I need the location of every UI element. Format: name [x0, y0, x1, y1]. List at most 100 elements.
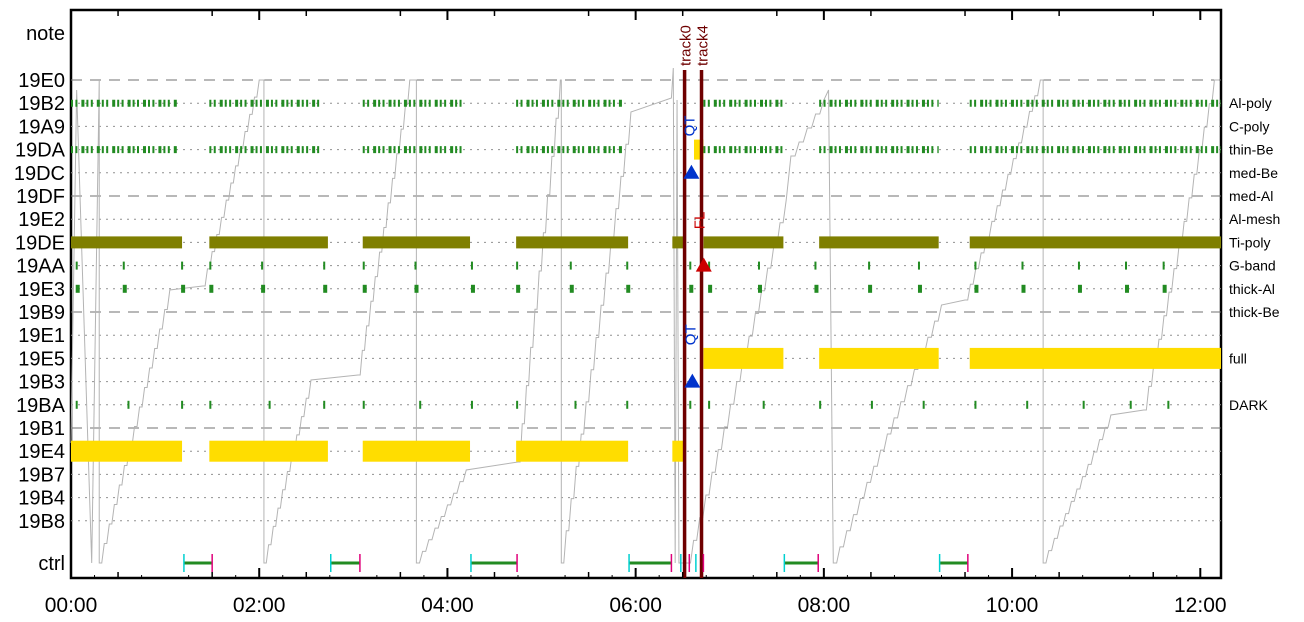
row-label-19E2: 19E2	[18, 209, 65, 231]
tick-19AA-7	[414, 261, 417, 270]
bar-19E4-4	[672, 440, 686, 462]
x-tick-label-0: 00:00	[45, 594, 98, 617]
right-label-19DF: med-Al	[1229, 188, 1273, 204]
tick-19E3-1	[122, 284, 127, 293]
row-label-19AA: 19AA	[16, 256, 66, 278]
bar-19DE-5	[703, 236, 784, 249]
row-label-19B3: 19B3	[18, 372, 65, 394]
tick-19E3-10	[569, 284, 574, 293]
tick-19E3-18	[974, 284, 979, 293]
ramp-trace	[70, 67, 1220, 564]
x-tick-label-6: 12:00	[1174, 594, 1227, 617]
bar-19DE-1	[209, 236, 328, 249]
tick-19BA-9	[516, 400, 519, 409]
tick-19E3-4	[261, 284, 266, 293]
tick-19BA-7	[419, 400, 422, 409]
tick-19E3-21	[1125, 284, 1130, 293]
tick-19E3-7	[414, 284, 419, 293]
tick-19AA-0	[75, 261, 78, 270]
tick-19AA-8	[470, 261, 473, 270]
tick-19AA-22	[1162, 261, 1165, 270]
tick-19AA-9	[516, 261, 519, 270]
marker-label-2: FL	[692, 212, 709, 230]
x-tick-label-1: 02:00	[233, 594, 286, 617]
tick-19AA-10	[569, 261, 572, 270]
tick-19BA-3	[209, 400, 212, 409]
x-tick-label-3: 06:00	[609, 594, 662, 617]
right-label-19DA: thin-Be	[1229, 142, 1274, 158]
tick-19AA-3	[209, 261, 212, 270]
tick-19E3-15	[814, 284, 819, 293]
tick-19AA-16	[868, 261, 871, 270]
tick-19BA-15	[819, 400, 822, 409]
tick-19BA-13	[708, 400, 711, 409]
tick-19BA-21	[1129, 400, 1132, 409]
marker-triangle-2	[695, 257, 712, 272]
tick-19E3-19	[1021, 284, 1026, 293]
tick-19BA-12	[689, 400, 692, 409]
bar-19DE-0	[71, 236, 183, 249]
right-label-19E3: thick-Al	[1229, 281, 1275, 297]
row-label-19B8: 19B8	[18, 511, 65, 533]
row-label-19E1: 19E1	[18, 325, 65, 347]
right-label-19A9: C-poly	[1229, 118, 1269, 134]
tick-19BA-2	[181, 400, 184, 409]
row-label-19DC: 19DC	[14, 163, 65, 185]
tick-19BA-5	[323, 400, 326, 409]
marker-label-1: QT	[682, 324, 699, 345]
bar-19E4-0	[71, 440, 183, 462]
tick-19BA-10	[574, 400, 577, 409]
row-label-19E5: 19E5	[18, 348, 65, 370]
tick-19BA-11	[626, 400, 629, 409]
tick-19AA-11	[626, 261, 629, 270]
tick-19E3-0	[75, 284, 80, 293]
bar-19DA-0	[693, 139, 704, 160]
row-label-19B7: 19B7	[18, 464, 65, 486]
row-label-ctrl: ctrl	[38, 553, 65, 575]
right-label-19B9: thick-Be	[1229, 304, 1280, 320]
row-label-note: note	[26, 23, 65, 45]
bar-19E4-3	[516, 440, 629, 462]
tick-19AA-15	[814, 261, 817, 270]
tick-19AA-2	[181, 261, 184, 270]
bar-19E4-2	[362, 440, 471, 462]
tick-19E3-8	[470, 284, 475, 293]
tick-19BA-8	[470, 400, 473, 409]
tick-19E3-2	[181, 284, 186, 293]
row-label-19E4: 19E4	[18, 441, 65, 463]
plot-frame	[69, 8, 1223, 580]
tick-19E3-20	[1077, 284, 1082, 293]
bar-19E4-1	[209, 440, 328, 462]
track-label-track4: track4	[695, 25, 712, 66]
row-label-19BA: 19BA	[16, 395, 66, 417]
tick-19E3-9	[516, 284, 521, 293]
tick-19AA-5	[323, 261, 326, 270]
bar-19DE-2	[362, 236, 471, 249]
tick-19AA-19	[1021, 261, 1024, 270]
tick-19AA-13	[708, 261, 711, 270]
bar-19DE-3	[516, 236, 629, 249]
row-label-19E3: 19E3	[18, 279, 65, 301]
marker-label-0: QT	[681, 116, 698, 137]
tick-19E3-16	[868, 284, 873, 293]
bar-19DE-7	[969, 236, 1221, 249]
x-tick-label-4: 08:00	[798, 594, 851, 617]
tick-19AA-17	[917, 261, 920, 270]
row-label-19DF: 19DF	[16, 186, 65, 208]
tick-19BA-0	[75, 400, 78, 409]
marker-triangle-0	[683, 164, 700, 179]
tick-19E3-11	[626, 284, 631, 293]
bar-19E5-1	[819, 347, 939, 369]
tick-19BA-14	[762, 400, 765, 409]
row-label-19A9: 19A9	[18, 116, 65, 138]
tick-19AA-12	[689, 261, 692, 270]
row-label-19DA: 19DA	[15, 140, 66, 162]
row-label-19B1: 19B1	[18, 418, 65, 440]
tick-19AA-4	[261, 261, 264, 270]
bar-19DE-4	[672, 236, 686, 249]
x-tick-label-2: 04:00	[421, 594, 474, 617]
bar-19E5-2	[969, 347, 1221, 369]
bar-19E5-0	[703, 347, 784, 369]
row-label-19B9: 19B9	[18, 302, 65, 324]
